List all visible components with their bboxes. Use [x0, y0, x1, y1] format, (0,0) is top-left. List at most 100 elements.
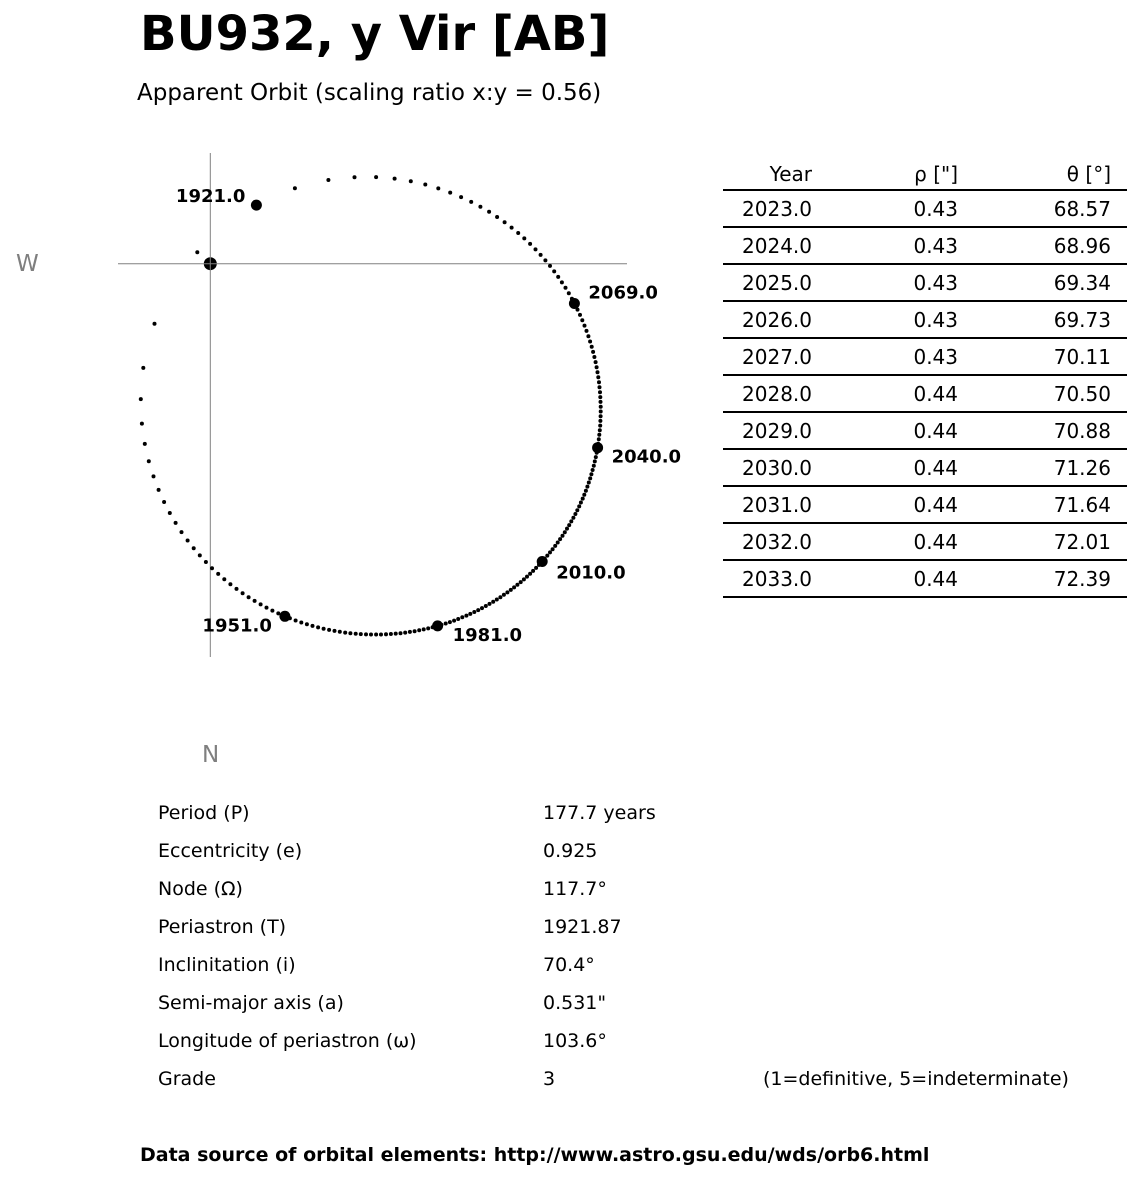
orbit-dot — [512, 585, 517, 590]
orbit-dot — [578, 312, 582, 317]
orbit-dot — [558, 537, 563, 542]
column-header-theta: θ [°] — [958, 158, 1127, 191]
orbit-dot — [337, 629, 342, 634]
orbit-dot — [573, 512, 578, 516]
table-row: 2032.0 0.44 72.01 — [723, 523, 1127, 561]
orbit-dot — [538, 252, 543, 257]
page-title: BU932, y Vir [AB] — [140, 6, 610, 62]
orbit-dot — [516, 231, 521, 235]
table-row: 2027.0 0.43 70.11 — [723, 338, 1127, 376]
orbit-dot — [598, 399, 603, 404]
orbit-dot — [459, 195, 464, 200]
table-cell: 0.43 — [812, 264, 958, 302]
orbit-dot — [448, 190, 453, 195]
table-cell: 68.96 — [958, 227, 1127, 265]
orbit-dot — [577, 504, 582, 509]
epoch-label-2010.0: 2010.0 — [556, 563, 625, 584]
west-axis-label: W — [16, 251, 39, 277]
table-cell: 71.64 — [958, 486, 1127, 524]
orbit-dot — [555, 540, 560, 545]
orbit-dot — [586, 480, 591, 485]
epoch-dot-1951.0 — [279, 610, 291, 622]
epoch-markers: 1921.0 1951.0 1981.0 2010.0 2040.0 2069.0 — [176, 186, 681, 646]
orbit-dot — [508, 587, 513, 592]
orbit-dot — [264, 605, 269, 610]
orbit-dot — [179, 530, 184, 535]
page-subtitle: Apparent Orbit (scaling ratio x:y = 0.56… — [137, 80, 602, 106]
orbit-dot — [388, 632, 393, 636]
table-cell: 0.43 — [812, 190, 958, 228]
orbit-dot — [528, 241, 533, 246]
element-row: Eccentricity (e) 0.925 — [158, 832, 1108, 870]
orbit-dot — [584, 328, 589, 333]
orbit-dot — [293, 618, 298, 623]
orbit-dot — [364, 632, 368, 637]
data-source-note: Data source of orbital elements: http://… — [140, 1144, 930, 1166]
orbit-dot — [580, 318, 585, 323]
orbit-dot — [436, 186, 441, 191]
orbit-dot — [234, 586, 239, 591]
orbit-dot — [585, 484, 590, 489]
orbit-dot — [560, 533, 565, 538]
element-value: 3 — [543, 1068, 556, 1090]
table-cell: 70.88 — [958, 412, 1127, 450]
orbit-dot — [592, 459, 597, 464]
orbit-dot — [518, 580, 523, 585]
ephemeris-table-body: 2023.0 0.43 68.57 2024.0 0.43 68.96 2025.0 0.43… — [723, 190, 1127, 598]
orbit-dot — [487, 209, 492, 214]
element-value: 177.7 years — [543, 802, 656, 824]
element-note: (1=definitive, 5=indeterminate) — [763, 1068, 1069, 1090]
table-cell: 71.26 — [958, 449, 1127, 487]
orbit-dot — [487, 601, 492, 606]
table-cell: 0.44 — [812, 449, 958, 487]
orbit-dot — [548, 550, 552, 555]
orbit-dot — [162, 500, 167, 504]
orbit-dot — [426, 626, 431, 631]
epoch-dot-2069.0 — [568, 298, 580, 309]
orbit-dot — [575, 307, 580, 312]
orbit-dot — [502, 220, 507, 225]
orbit-dot — [545, 553, 550, 558]
orbit-dot — [460, 615, 465, 620]
orbit-dot — [534, 565, 539, 570]
orbit-dot — [505, 590, 510, 595]
epoch-label-2040.0: 2040.0 — [612, 447, 681, 468]
orbit-dot — [167, 511, 172, 515]
element-value: 70.4° — [543, 954, 595, 976]
orbit-dot — [210, 566, 214, 571]
orbit-dot — [452, 618, 457, 623]
orbit-dot — [412, 629, 417, 634]
orbit-dot — [515, 582, 520, 587]
element-value: 103.6° — [543, 1030, 607, 1052]
orbit-dot — [567, 523, 572, 528]
element-row: Semi-major axis (a) 0.531" — [158, 984, 1108, 1022]
element-value: 0.531" — [543, 992, 607, 1014]
element-value: 0.925 — [543, 840, 598, 862]
column-header-rho: ρ ["] — [812, 158, 958, 191]
epoch-dot-1921.0 — [250, 199, 262, 211]
orbit-dot — [332, 628, 337, 633]
north-axis-label: N — [202, 742, 219, 768]
orbit-dot — [582, 323, 587, 328]
orbit-dot — [456, 617, 461, 621]
orbit-dot — [203, 560, 208, 564]
orbit-dot — [480, 606, 484, 611]
epoch-label-1981.0: 1981.0 — [453, 625, 522, 646]
orbit-dot — [138, 397, 143, 402]
orbit-dot — [384, 632, 388, 637]
table-cell: 69.34 — [958, 264, 1127, 302]
orbit-dot — [552, 269, 557, 274]
orbit-dot — [374, 632, 379, 637]
orbit-dot — [392, 176, 397, 181]
table-cell: 2027.0 — [723, 338, 812, 376]
table-cell: 0.44 — [812, 412, 958, 450]
table-cell: 2028.0 — [723, 375, 812, 413]
orbit-dot — [270, 608, 275, 613]
orbit-dot — [588, 339, 593, 344]
orbit-dot — [321, 626, 326, 631]
table-cell: 2030.0 — [723, 449, 812, 487]
element-label: Eccentricity (e) — [158, 840, 303, 862]
orbit-dot — [580, 496, 585, 501]
column-header-year: Year — [723, 158, 812, 191]
table-cell: 2024.0 — [723, 227, 812, 265]
